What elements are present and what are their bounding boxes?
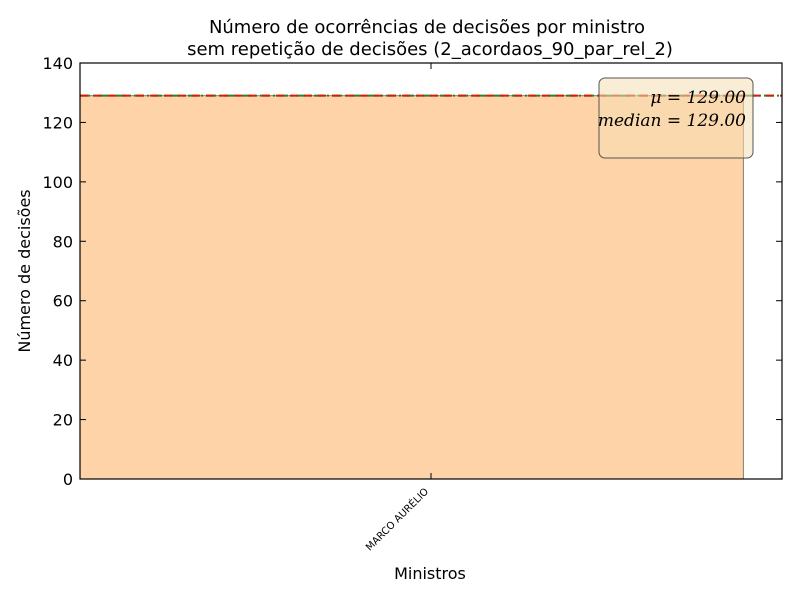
x-axis-label: Ministros [394, 564, 466, 583]
plot-frame [79, 62, 783, 480]
stats-median-text: median = 129.00 [598, 111, 746, 131]
chart-title-line2: sem repetição de decisões (2_acordaos_90… [187, 39, 673, 60]
y-tick-label: 120 [42, 113, 73, 132]
y-tick-label: 100 [42, 173, 73, 192]
y-tick-label: 80 [53, 232, 73, 251]
stats-mean-text: μ = 129.00 [650, 88, 746, 108]
y-tick-label: 0 [63, 470, 73, 489]
stats-box: μ = 129.00 median = 129.00 [598, 77, 754, 159]
y-tick-label: 60 [53, 292, 73, 311]
y-tick-label: 20 [53, 411, 73, 430]
y-axis-label: Número de decisões [15, 189, 34, 352]
x-tick-label: MARCO AURÉLIO [363, 485, 432, 554]
bar-0 [79, 95, 744, 480]
stats-box-background [598, 77, 754, 159]
y-tick-label: 40 [53, 351, 73, 370]
chart-title-line1: Número de ocorrências de decisões por mi… [209, 17, 645, 38]
y-tick-label: 140 [42, 54, 73, 73]
